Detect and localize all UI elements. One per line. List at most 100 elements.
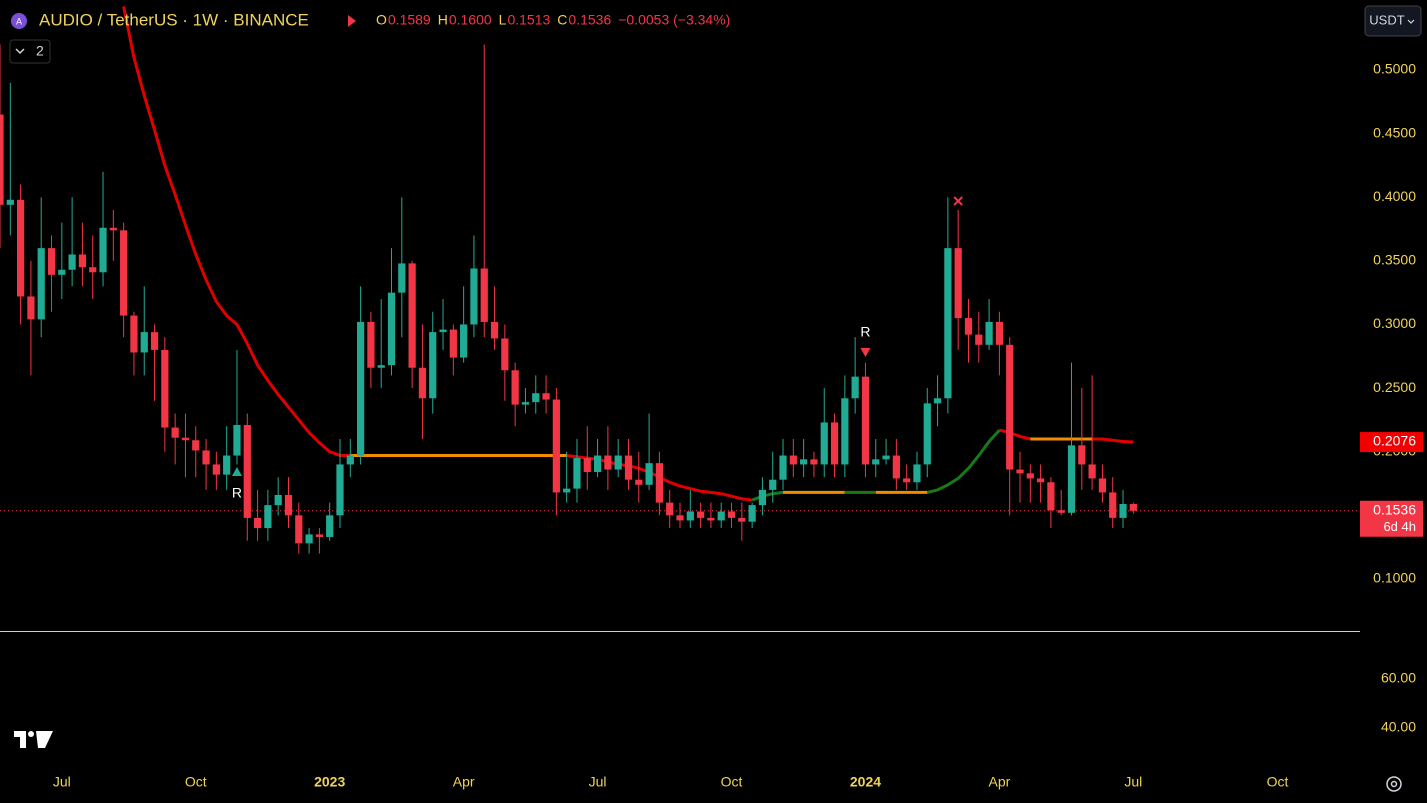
candle-body [717, 511, 725, 521]
candle-body [1016, 469, 1024, 474]
candle-body [326, 515, 334, 537]
candle-body [150, 332, 159, 350]
candle-body [78, 254, 87, 268]
candle-body [624, 455, 633, 480]
candle-body [264, 505, 272, 529]
candle-body [820, 422, 828, 465]
candle-body [398, 263, 406, 293]
settings-icon[interactable] [1386, 776, 1402, 792]
ohlc-key: O [376, 12, 387, 28]
market-status-icon [348, 15, 356, 27]
candle-body [27, 296, 35, 320]
x-tick-label: Oct [185, 774, 207, 790]
trend-line [751, 429, 1001, 502]
candle-body [769, 479, 777, 490]
candle-body [130, 315, 138, 353]
candle-body [666, 502, 674, 516]
cross-marker [953, 196, 963, 206]
candle-body [645, 463, 653, 485]
candle-body [964, 318, 973, 335]
ohlc-value: 0.1600 [449, 12, 492, 28]
candle-body [171, 427, 179, 438]
y-tick-label: 40.00 [1381, 719, 1416, 735]
indicator-toggle[interactable] [9, 39, 51, 64]
y-tick-label: 0.1000 [1373, 570, 1416, 586]
candle-body [357, 321, 365, 456]
candle-body [1067, 445, 1076, 513]
candle-body [336, 464, 344, 516]
candle-body [810, 459, 818, 465]
candle-body [274, 494, 282, 506]
candle-body [1047, 482, 1055, 511]
plot-area: RR [0, 6, 1360, 554]
candle-body [552, 399, 560, 493]
candle-body [697, 511, 705, 518]
x-tick-label: Oct [1267, 774, 1289, 790]
candle-body [120, 230, 128, 316]
signal-label: R [232, 485, 242, 501]
candle-body [243, 424, 251, 518]
candle-body [480, 268, 488, 322]
candle-body [17, 199, 25, 297]
price-change: −0.0053 (−3.34%) [618, 12, 730, 28]
symbol-icon-glyph: A [16, 16, 22, 26]
candle-body [573, 458, 581, 489]
ohlc-values: O 0.1589 H 0.1600 L 0.1513 C 0.1536 −0.0053 (−3.… [376, 12, 730, 28]
candle-body [975, 334, 983, 345]
candle-body [995, 321, 1003, 345]
candle-body [872, 459, 880, 465]
currency-button[interactable] [1364, 5, 1422, 37]
y-tick-label: 60.00 [1381, 670, 1416, 686]
candle-body [295, 515, 303, 544]
x-tick-label: Jul [1124, 774, 1142, 790]
chevron-icon [1407, 19, 1415, 24]
candle-body [367, 321, 375, 368]
candle-body [738, 517, 746, 522]
ohlc-key: C [557, 12, 567, 28]
symbol-icon [11, 13, 27, 29]
candle-body [346, 455, 354, 465]
candle-body [604, 455, 612, 470]
tradingview-logo [14, 731, 53, 748]
candle-body [903, 478, 911, 483]
candle-body [470, 268, 478, 325]
x-tick-label: Oct [721, 774, 743, 790]
chevron-icon [15, 48, 25, 55]
candle-body [892, 455, 900, 479]
ohlc-key: L [499, 12, 507, 28]
candle-body [181, 437, 190, 441]
candle-body [1098, 478, 1107, 493]
candle-body [1129, 504, 1137, 511]
candle-body [429, 332, 437, 399]
candle-body [758, 489, 767, 506]
ohlc-key: H [438, 12, 448, 28]
candle-body [253, 517, 262, 529]
x-tick-label: Apr [453, 774, 475, 790]
candle-body [1078, 445, 1086, 465]
candle-body [439, 329, 447, 333]
candle-body [501, 338, 509, 371]
candle-body [944, 248, 952, 399]
candle-body [800, 459, 808, 465]
price-tag [1360, 432, 1423, 453]
x-tick-label: Apr [988, 774, 1010, 790]
y-tick-label: 0.2500 [1373, 379, 1416, 395]
candle-body [305, 534, 313, 544]
candle-body [779, 455, 787, 480]
candle-body [954, 248, 962, 319]
candle-body [913, 464, 921, 483]
candle-body [748, 505, 756, 522]
signal-marker [860, 348, 871, 357]
candle-body [830, 422, 839, 465]
y-tick-label: 0.4500 [1373, 124, 1416, 140]
trend-line [350, 437, 1093, 494]
indicator-count: 2 [36, 43, 44, 59]
candle-body [1119, 504, 1127, 518]
candle-body [882, 455, 890, 460]
candle-body [985, 321, 993, 345]
candle-body [1109, 492, 1117, 518]
candle-body [161, 349, 169, 428]
